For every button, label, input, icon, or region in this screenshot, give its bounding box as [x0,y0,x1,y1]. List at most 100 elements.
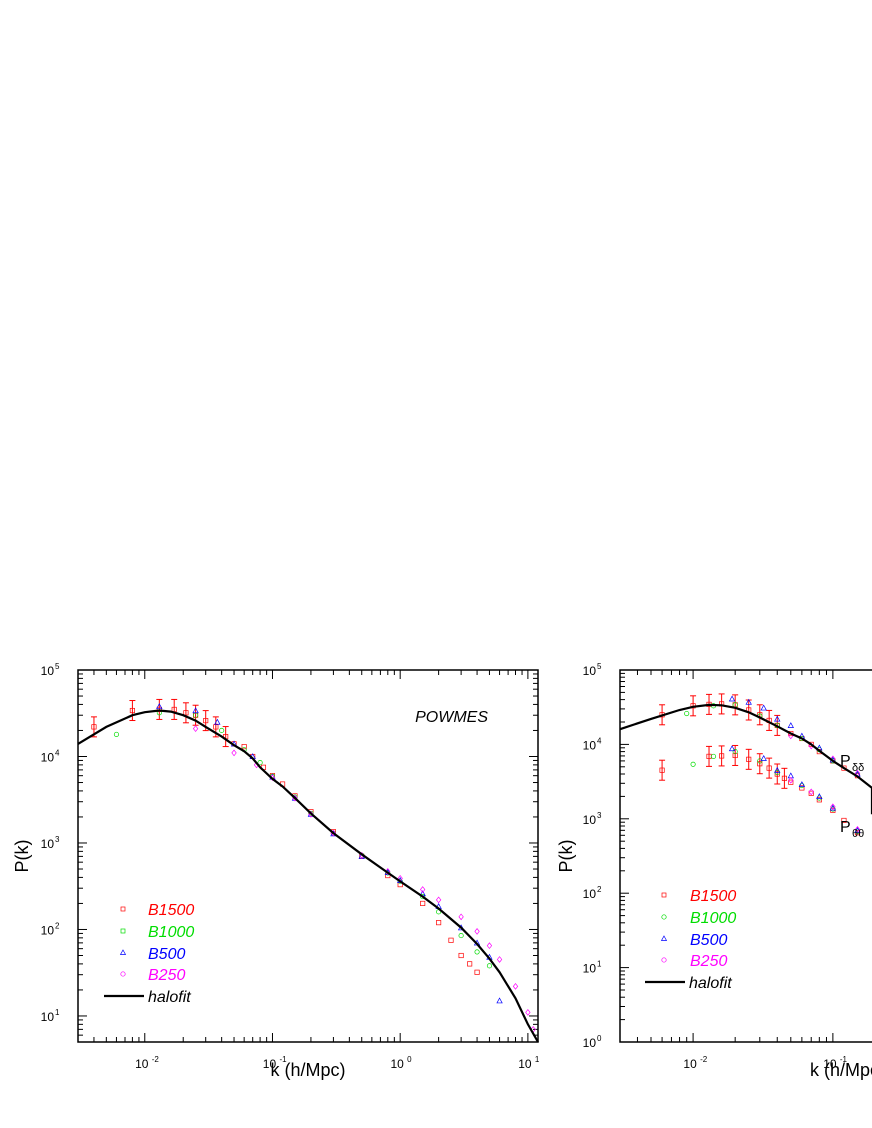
right-theta-b250-point [808,788,814,796]
right-theta-b1500-point [799,785,805,791]
right-y-tick-label-exponent: 3 [597,811,602,820]
right-theta-b1000-point [690,761,696,767]
right-series-group [619,693,872,836]
right-theta-b500-point [774,766,781,773]
left-series-b1500-point [448,937,454,943]
right-x-tick-label-exponent: -1 [840,1055,848,1064]
right-y-tick-label: 10 [583,738,597,752]
right-legend-marker-b500 [660,935,668,941]
left-x-tick-label-exponent: -1 [279,1055,287,1064]
left-y-tick-label: 10 [41,837,55,851]
left-x-tick-label: 10 [518,1057,532,1071]
left-series-b1000-point [458,933,464,939]
left-legend-label-halofit: halofit [148,989,191,1006]
left-series-halofit-line [77,709,539,1043]
right-y-tick-label: 10 [583,887,597,901]
right-series-b500-point [787,722,794,728]
right-theta-b250-point [854,826,861,833]
right-legend-marker-b1500 [661,892,667,898]
left-series-b1000-point [113,731,119,737]
left-y-tick-label-exponent: 1 [55,1008,60,1017]
right-x-tick-labels: 10 -2 10 -1 [683,1055,847,1071]
right-y-tick-label: 10 [583,664,597,678]
right-y-tick-label-exponent: 0 [597,1034,602,1043]
left-y-tick-label: 10 [41,923,55,937]
right-series-halofit-line [619,703,872,815]
right-x-tick-label: 10 [683,1057,697,1071]
left-legend-marker-b1000 [120,928,126,934]
right-series-b1500-point [841,765,847,771]
left-series-b1000-point [474,949,480,955]
right-curve-label-pdd-sub: δδ [852,762,864,774]
left-x-tick-label-exponent: -2 [152,1055,160,1064]
left-series-b500-point [214,718,221,725]
right-y-tick-label-exponent: 2 [597,885,602,894]
left-series-b1500-point [458,952,464,959]
right-x-tick-label-exponent: -2 [700,1055,708,1064]
left-legend-marker-b500 [119,949,127,955]
right-x-tick-label: 10 [823,1057,837,1071]
right-legend-marker-b1000 [661,914,667,920]
left-series-b250-point [512,982,519,990]
right-curve-label-ptt: P θθ [840,819,864,840]
left-y-axis-label: P(k) [12,840,32,873]
left-x-tick-label-exponent: 1 [535,1055,540,1064]
right-x-axis-label: k (h/Mpc) [810,1060,872,1080]
right-y-tick-label-exponent: 5 [597,662,602,671]
left-y-tick-label-exponent: 5 [55,662,60,671]
right-series-b1000-point [684,710,690,717]
left-series-b250-point [435,896,442,904]
left-legend-label-b500: B500 [148,946,185,963]
right-y-tick-label: 10 [583,813,597,827]
right-series-b500-point [728,695,736,702]
right-legend-label-halofit: halofit [689,975,732,992]
right-plot-frame [619,669,872,1043]
right-curve-label-ptt-sub: θθ [852,828,864,840]
right-theta-b1500-point [808,790,814,796]
right-theta-b1500-point [841,817,847,824]
right-theta-b500-point [728,745,736,752]
left-legend-label-b250: B250 [148,967,185,984]
left-series-b1000-point [486,963,492,969]
left-x-axis-label: k (h/Mpc) [270,1060,345,1080]
right-theta-b500-point [816,793,823,799]
right-legend-label-b250: B250 [690,953,727,970]
left-series-b250-point [486,942,493,950]
right-theta-b1000-point [710,753,717,759]
left-x-tick-label-exponent: 0 [407,1055,412,1064]
left-series-b1000-point [257,760,263,766]
left-y-tick-label-exponent: 3 [55,835,60,844]
left-series-b500-point [192,707,199,714]
left-series-b500-point [496,997,503,1004]
right-theta-b500-point [798,781,806,787]
right-theta-b1500-point [816,797,822,803]
left-y-tick-label: 10 [41,664,55,678]
left-series-b250-point [231,749,237,757]
left-legend-marker-b1500 [120,906,126,912]
left-x-tick-labels: 10 -2 10 -1 10 0 10 1 [135,1055,540,1071]
right-legend-label-b1000: B1000 [690,910,736,927]
right-theta-b1500-point [788,779,794,785]
left-legend-marker-b250 [120,971,126,977]
left-series-b250-point [192,725,199,732]
left-series-b1500-point [241,744,247,750]
left-x-tick-label: 10 [135,1057,149,1071]
right-series-b500-point [774,715,781,722]
right-y-tick-label: 10 [583,1036,597,1050]
right-theta-b1000-point [732,749,738,755]
left-series-b1000-point [219,727,225,734]
right-curve-label-pdd-main: P [840,753,851,770]
left-y-tick-label: 10 [41,1010,55,1024]
right-y-tick-label: 10 [583,962,597,976]
left-series-group [77,698,539,1043]
left-y-tick-label-exponent: 2 [55,921,60,930]
left-series-b250-point [474,928,480,935]
left-y-tick-label-exponent: 4 [55,748,60,757]
right-legend: B1500 B1000 B500 B250 halofit [645,888,736,992]
left-annotation-powmes: POWMES [415,709,488,726]
